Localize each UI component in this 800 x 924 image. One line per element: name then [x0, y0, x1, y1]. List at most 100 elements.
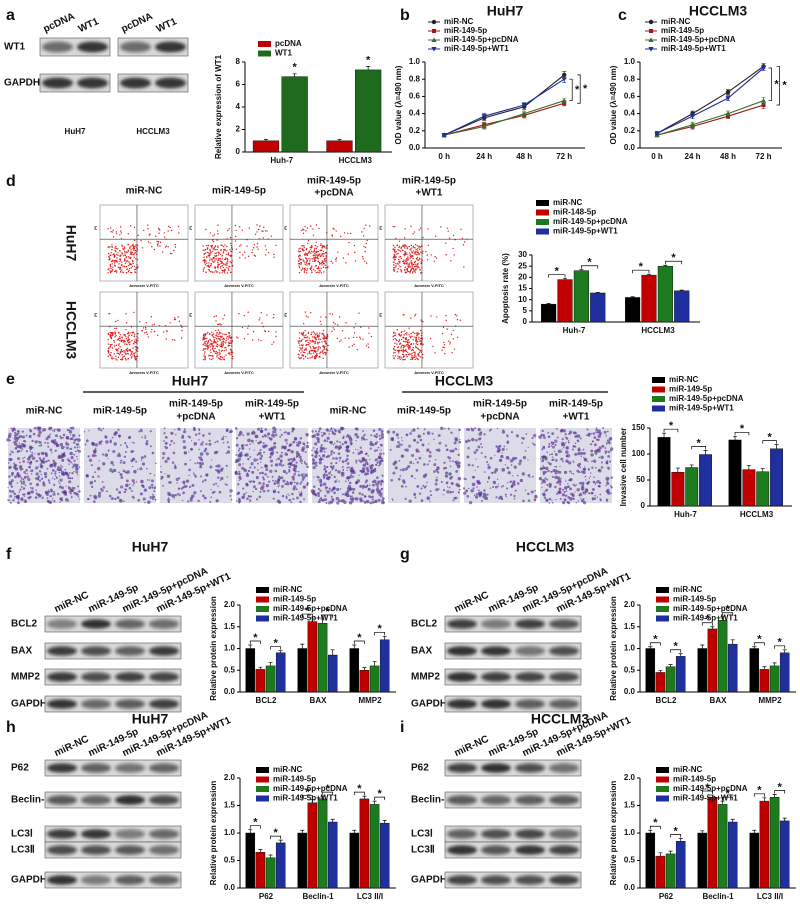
cell: [198, 448, 201, 451]
flow-dot: [227, 268, 230, 270]
cell: [607, 450, 611, 454]
flow-dot: [303, 335, 305, 337]
cell: [120, 459, 123, 462]
cell: [562, 500, 566, 505]
panel-label: a: [6, 7, 15, 24]
flow-dot: [221, 264, 224, 267]
legend-swatch: [656, 596, 669, 603]
flow-dot: [243, 314, 246, 317]
y-tick-label: 150: [632, 423, 646, 432]
flow-dot: [362, 255, 364, 258]
cell: [274, 469, 278, 473]
flow-dot: [305, 257, 308, 260]
error-bar: [330, 649, 335, 656]
cell: [586, 460, 589, 463]
flow-dot: [202, 268, 205, 270]
cell: [284, 452, 288, 456]
flow-dot: [321, 253, 324, 255]
flow-dot: [298, 248, 300, 250]
cell: [102, 462, 106, 466]
cell: [357, 449, 359, 451]
x-tick-label: P62: [259, 892, 274, 901]
flow-dot: [329, 313, 331, 315]
blot-band: [81, 646, 111, 656]
blot-band: [47, 829, 77, 839]
cell: [562, 429, 566, 433]
cell: [331, 469, 333, 471]
cell: [488, 429, 491, 432]
flow-dot: [321, 264, 323, 266]
flow-dot: [129, 271, 132, 274]
cell: [168, 480, 172, 484]
flow-dot: [362, 258, 364, 260]
y-tick-label: 1.0: [624, 828, 636, 837]
flow-dot: [128, 341, 131, 343]
flow-dot: [131, 272, 133, 274]
cell: [361, 484, 366, 489]
cell: [274, 479, 277, 482]
flow-dot: [262, 237, 264, 239]
cell: [69, 492, 72, 495]
flow-dot: [311, 356, 313, 359]
cell: [359, 499, 363, 503]
cell: [201, 441, 204, 444]
cell: [504, 493, 507, 496]
flow-dot: [417, 347, 419, 349]
cell: [70, 447, 73, 450]
cell: [359, 484, 363, 488]
cell: [182, 440, 186, 444]
flow-y-label: PI: [93, 313, 98, 317]
flow-dot: [110, 331, 112, 334]
legend-swatch: [256, 596, 269, 603]
cell: [314, 442, 318, 446]
cell: [527, 459, 529, 461]
cell: [345, 457, 349, 461]
flow-dot: [319, 351, 322, 353]
flow-dot: [126, 352, 129, 355]
flow-dot: [257, 339, 260, 341]
flow-dot: [325, 352, 327, 354]
cell: [299, 459, 303, 463]
cell: [22, 439, 26, 443]
error-bar: [774, 444, 779, 449]
flow-dot: [113, 345, 116, 347]
cell: [482, 495, 485, 499]
flow-dot: [317, 250, 320, 253]
cell: [64, 468, 67, 471]
cell: [289, 470, 291, 472]
cell: [249, 456, 252, 458]
cell: [428, 454, 432, 458]
flow-dot: [310, 225, 312, 227]
cell: [200, 442, 204, 446]
bracket: [774, 790, 786, 794]
cell: [346, 466, 349, 469]
bracket: [569, 78, 573, 102]
cell: [75, 438, 78, 441]
cell: [358, 474, 360, 476]
cell: [400, 484, 404, 488]
cell: [290, 501, 293, 504]
flow-dot: [107, 347, 110, 349]
cell: [371, 500, 375, 504]
cell: [289, 457, 293, 461]
flow-dot: [302, 351, 305, 353]
flow-dot: [307, 341, 309, 344]
cell: [492, 485, 495, 489]
cell: [219, 479, 222, 482]
cell: [471, 437, 475, 442]
cell: [22, 443, 25, 446]
cell: [267, 436, 269, 438]
flow-dot: [411, 264, 413, 266]
flow-dot: [311, 270, 313, 272]
cell: [604, 450, 608, 453]
legend-swatch: [656, 615, 669, 622]
cell: [63, 451, 66, 454]
bar: [655, 672, 666, 693]
cell: [391, 498, 393, 500]
cell: [264, 444, 266, 447]
cell: [30, 490, 34, 494]
cell: [323, 439, 327, 442]
flow-dot: [253, 254, 256, 257]
flow-dot: [273, 253, 275, 256]
cell: [544, 489, 548, 492]
